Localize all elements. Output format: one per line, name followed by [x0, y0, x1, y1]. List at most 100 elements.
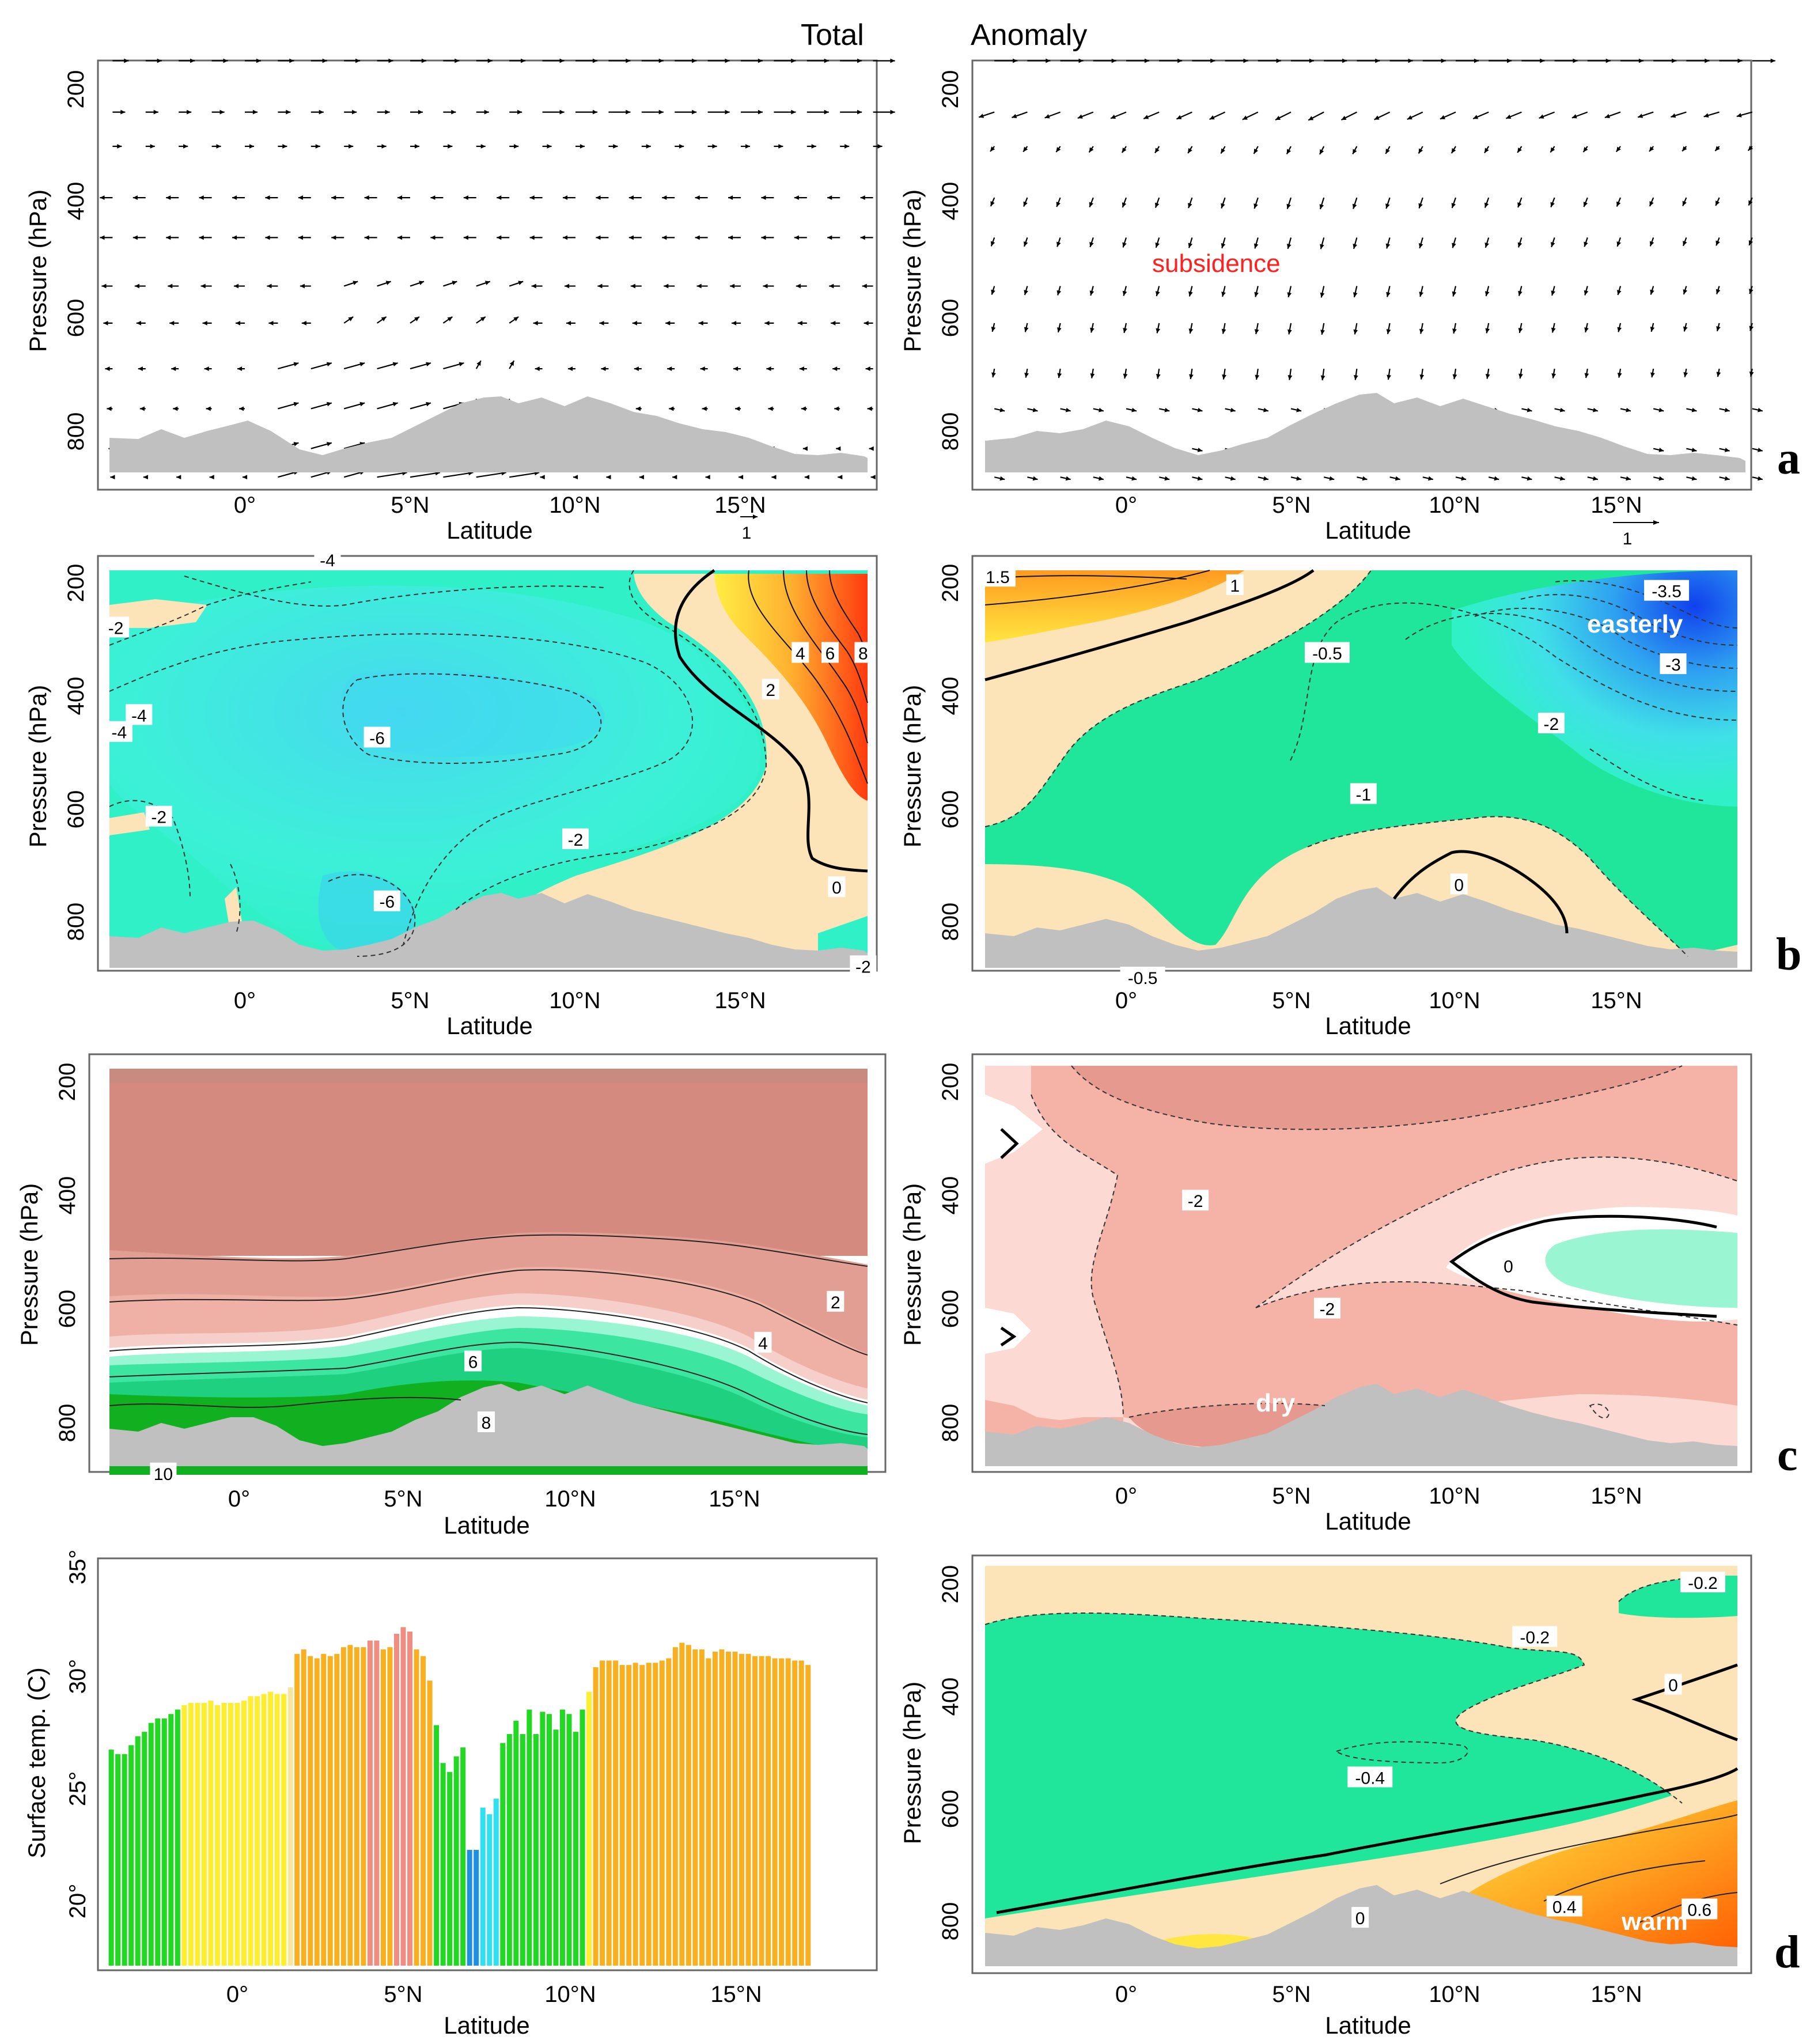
vector-arrow-head [811, 144, 816, 149]
vector-arrow-head [1385, 203, 1390, 209]
vector-arrow-head [1440, 115, 1445, 119]
bar [540, 1712, 546, 1966]
vector-arrow-head [732, 320, 737, 325]
vector-arrow-head [1024, 290, 1028, 296]
vector-arrow-head [451, 109, 456, 115]
contour-label-box [1351, 1907, 1369, 1928]
vector-arrow-head [459, 362, 464, 367]
vector-arrow-head [1057, 373, 1062, 378]
vector-arrow-head [392, 362, 398, 367]
vector-arrow-head [540, 475, 545, 480]
x-axis-label: Latitude [446, 517, 532, 544]
vector-arrow-head [355, 58, 361, 63]
contour-label-box [1512, 1626, 1558, 1647]
contour-label: -2 [1320, 1300, 1335, 1319]
bar [600, 1660, 605, 1966]
vector-arrow-head [430, 235, 435, 240]
vector-arrow-head [860, 195, 865, 200]
vector-arrow-head [1189, 374, 1194, 380]
vector-arrow-head [452, 281, 457, 285]
vector-arrow-head [117, 144, 122, 149]
vector-arrow-head [1419, 292, 1424, 297]
vector-arrow-head [862, 283, 867, 289]
vector-arrow-head [827, 235, 832, 240]
vector-arrow-head [864, 320, 869, 325]
y-axis-label: Pressure (hPa) [24, 685, 51, 847]
vector-arrow-head [565, 283, 570, 289]
vector-arrow-head [480, 316, 486, 321]
positive-green-fill [1545, 1229, 1737, 1308]
vector-arrow-head [1221, 292, 1226, 297]
vector-arrow-head [1724, 407, 1730, 412]
vector-arrow-head [758, 58, 763, 63]
bar [586, 1691, 592, 1966]
x-tick: 0° [1115, 1483, 1137, 1509]
vector-arrow-head [529, 235, 535, 240]
vector-arrow-head [484, 281, 490, 285]
vector-arrow-head [326, 402, 332, 407]
contour-labels: 1.5 1 -0.5 -2 -3.5 -3 -1 0 -0.5 [979, 566, 1690, 988]
x-tick: 0° [226, 1982, 248, 2007]
bar [135, 1736, 141, 1966]
vector-arrow-head [1395, 476, 1400, 481]
vector-arrow-head [239, 406, 244, 411]
contour-label: 0 [1355, 1909, 1365, 1928]
bar [593, 1667, 599, 1966]
contour-line [342, 673, 602, 764]
y-tick: 600 [55, 1290, 80, 1328]
vector-arrow-head [353, 281, 358, 285]
vector-arrow-head [838, 475, 843, 480]
reference-vector-head [753, 514, 758, 519]
vector-arrow-head [531, 283, 536, 289]
vector-arrow-head [418, 109, 423, 115]
y-tick: 400 [55, 1176, 80, 1215]
contour-label-box [1682, 1898, 1718, 1920]
bar [301, 1649, 306, 1966]
vector-arrow-head [1617, 290, 1622, 296]
bar [281, 1694, 287, 1966]
vector-arrow-head [426, 362, 431, 367]
contour-label-box [464, 1350, 482, 1372]
vector-arrow-head [990, 201, 995, 207]
y-tick: 200 [938, 564, 963, 603]
vector-arrow-head [171, 366, 176, 372]
contour-label: 10 [154, 1465, 173, 1484]
bar [513, 1720, 519, 1966]
vector-arrow-head [1485, 328, 1490, 334]
vector-arrow-head [630, 283, 635, 289]
contour-label-box [828, 876, 846, 898]
vector-arrow-head [665, 320, 671, 325]
vector-arrow-head [216, 144, 221, 149]
warm-fill [714, 570, 868, 801]
vector-arrow-head [870, 475, 876, 480]
y-tick: 400 [63, 182, 89, 221]
vector-arrow-head [1342, 58, 1347, 63]
vector-arrow-head [1452, 243, 1456, 248]
contour-label-box [562, 828, 589, 849]
vector-arrow-head [865, 366, 870, 372]
vector-arrow-head [1550, 202, 1555, 207]
contour-label-box [854, 642, 872, 663]
vector-arrow-head [331, 195, 336, 200]
contour-label: -0.4 [1355, 1769, 1385, 1788]
vector-arrow-head [1255, 374, 1260, 380]
bar [626, 1665, 632, 1966]
bar [208, 1701, 214, 1966]
bar [327, 1656, 333, 1966]
vector-arrow [476, 472, 506, 478]
bar [148, 1723, 154, 1966]
vector-arrow-head [1593, 407, 1598, 412]
vector-arrow-head [1143, 115, 1149, 119]
vector-arrow-head [1056, 241, 1061, 247]
vector-arrow-head [1099, 407, 1104, 412]
contour-label-box [363, 726, 391, 748]
bar [308, 1656, 313, 1966]
vector-arrow-head [249, 144, 254, 149]
vector-arrow-head [1441, 58, 1446, 63]
vector-arrow-head [1254, 329, 1259, 334]
vector-arrow-head [1309, 58, 1314, 63]
positive-white-fill [985, 1308, 1031, 1354]
bar [613, 1660, 619, 1966]
vector-arrow-head [1407, 115, 1412, 120]
vector-arrow-head [168, 283, 173, 289]
